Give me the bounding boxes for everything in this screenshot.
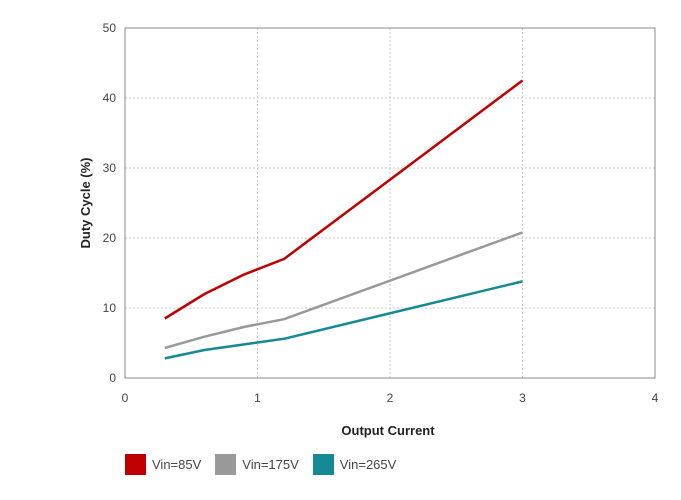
x-tick-label: 4 [652,391,659,405]
y-tick-label: 50 [103,21,117,35]
legend-swatch-vin-265 [312,454,334,475]
legend-item-vin-175: Vin=175V [215,454,299,475]
x-tick-label: 1 [254,391,261,405]
series-line-1 [164,79,524,320]
legend-label-vin-85: Vin=85V [152,457,202,472]
x-axis-title: Output Current [341,423,435,438]
grid-layer [125,28,655,378]
x-tick-label: 3 [519,391,526,405]
legend-label-vin-265: Vin=265V [339,457,397,472]
y-tick-label: 30 [103,161,117,175]
y-tick-label: 0 [109,371,116,385]
y-tick-label: 20 [103,231,117,245]
series-line-3 [164,280,523,360]
legend-swatch-vin-175 [215,454,237,475]
plot-frame [124,27,656,379]
x-tick-label: 2 [387,391,394,405]
y-tick-label: 10 [103,301,117,315]
y-axis-title: Duty Cycle (%) [78,157,93,248]
x-tick-label: 0 [122,391,129,405]
legend-item-vin-85: Vin=85V [125,454,201,475]
series-line-2 [164,231,523,350]
legend-swatch-vin-85 [125,454,146,475]
legend-label-vin-175: Vin=175V [242,457,299,472]
legend: Vin=85V Vin=175V Vin=265V [125,454,410,475]
series-lines [164,79,524,360]
legend-item-vin-265: Vin=265V [312,454,397,475]
y-tick-label: 40 [103,91,117,105]
